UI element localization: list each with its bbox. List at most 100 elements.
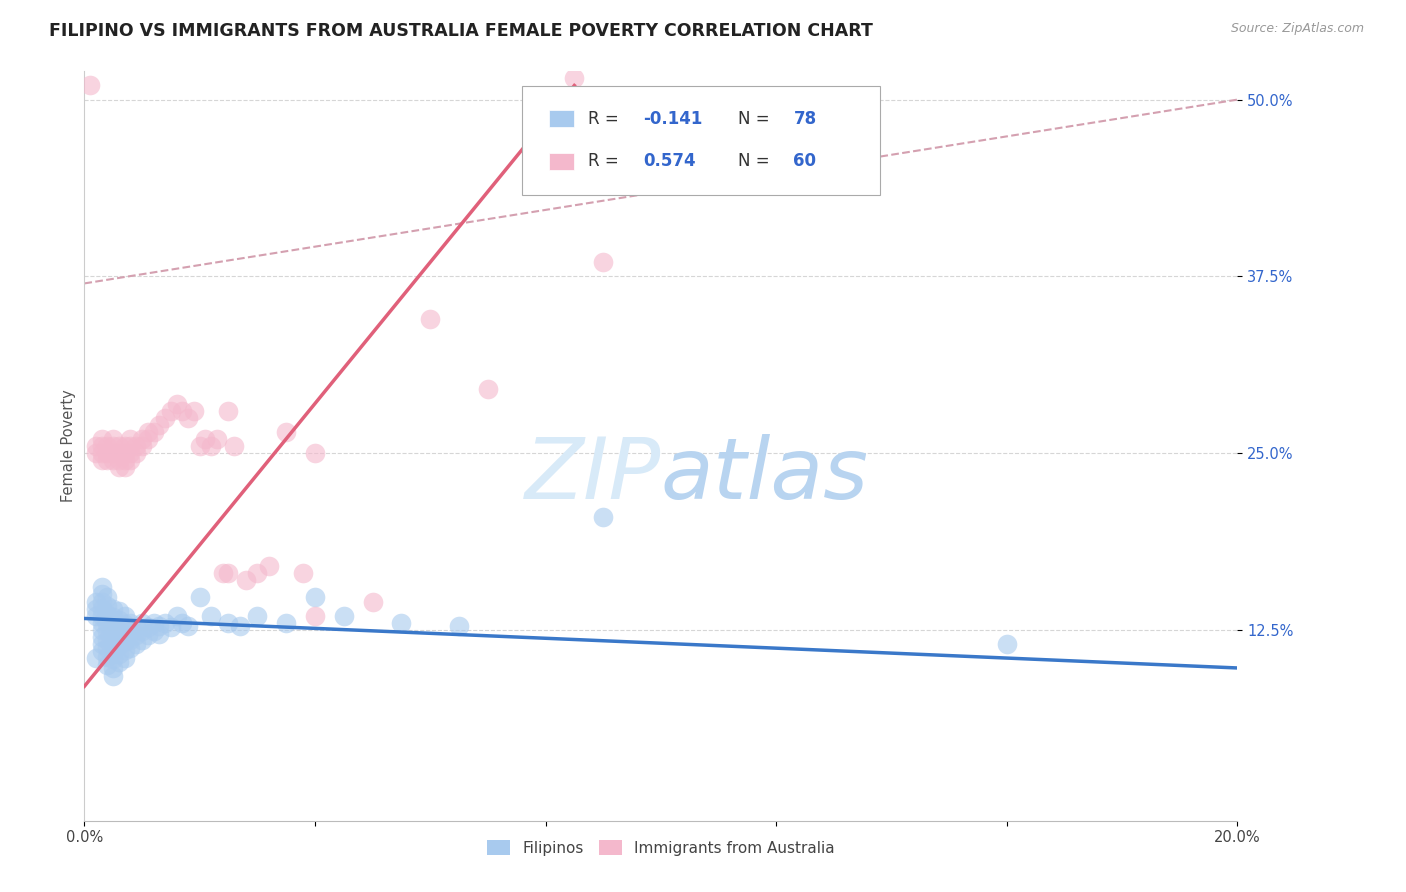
Point — [131, 432, 153, 446]
Point — [200, 439, 222, 453]
Point — [304, 591, 326, 605]
Point — [125, 637, 148, 651]
Point — [125, 439, 148, 453]
Point — [183, 403, 205, 417]
Point — [114, 460, 136, 475]
Point — [148, 618, 170, 632]
Point — [96, 641, 118, 656]
Point — [90, 608, 112, 623]
Point — [153, 615, 176, 630]
Point — [90, 453, 112, 467]
Point — [131, 615, 153, 630]
Point — [218, 403, 240, 417]
Point — [391, 615, 413, 630]
Point — [148, 627, 170, 641]
Point — [96, 649, 118, 664]
Point — [131, 439, 153, 453]
Point — [90, 580, 112, 594]
Point — [131, 632, 153, 647]
Point — [90, 446, 112, 460]
Point — [211, 566, 233, 581]
Text: atlas: atlas — [661, 434, 869, 517]
Point — [120, 624, 142, 639]
Text: 60: 60 — [793, 153, 817, 170]
Point — [292, 566, 315, 581]
FancyBboxPatch shape — [523, 87, 880, 195]
Point — [136, 628, 159, 642]
Point — [96, 591, 118, 605]
Point — [108, 630, 131, 644]
Point — [96, 658, 118, 673]
Point — [218, 566, 240, 581]
Point — [125, 628, 148, 642]
Text: 78: 78 — [793, 110, 817, 128]
Point — [114, 608, 136, 623]
Point — [114, 642, 136, 657]
Point — [84, 608, 107, 623]
Point — [90, 439, 112, 453]
Point — [96, 624, 118, 639]
Point — [592, 509, 614, 524]
Point — [103, 661, 124, 675]
Point — [449, 618, 471, 632]
Point — [592, 255, 614, 269]
Text: R =: R = — [588, 110, 624, 128]
Point — [114, 625, 136, 640]
Point — [166, 608, 188, 623]
Point — [90, 432, 112, 446]
Point — [136, 432, 159, 446]
Point — [90, 630, 112, 644]
Point — [84, 601, 107, 615]
Point — [235, 574, 257, 588]
Point — [188, 439, 211, 453]
Point — [246, 566, 269, 581]
Point — [103, 601, 124, 615]
Point — [108, 439, 131, 453]
Point — [96, 453, 118, 467]
Text: -0.141: -0.141 — [644, 110, 703, 128]
Point — [257, 559, 280, 574]
Point — [177, 618, 200, 632]
FancyBboxPatch shape — [548, 111, 575, 127]
Point — [142, 624, 165, 639]
Point — [136, 425, 159, 439]
Point — [120, 632, 142, 647]
Point — [103, 618, 124, 632]
Point — [419, 311, 441, 326]
Point — [96, 607, 118, 622]
Point — [84, 446, 107, 460]
Point — [194, 432, 217, 446]
Point — [108, 460, 131, 475]
Legend: Filipinos, Immigrants from Australia: Filipinos, Immigrants from Australia — [481, 833, 841, 862]
Point — [90, 637, 112, 651]
Point — [177, 410, 200, 425]
Point — [160, 620, 183, 634]
Point — [205, 432, 228, 446]
Point — [114, 634, 136, 648]
Point — [103, 644, 124, 658]
Point — [108, 638, 131, 652]
Point — [229, 618, 252, 632]
Point — [108, 655, 131, 669]
Point — [90, 594, 112, 608]
Point — [114, 617, 136, 632]
Point — [131, 624, 153, 639]
Point — [96, 439, 118, 453]
Point — [90, 587, 112, 601]
Point — [96, 632, 118, 647]
Point — [148, 417, 170, 432]
Point — [114, 439, 136, 453]
Point — [103, 446, 124, 460]
Point — [304, 608, 326, 623]
Point — [477, 383, 499, 397]
Point — [200, 608, 222, 623]
Point — [103, 669, 124, 683]
Point — [90, 601, 112, 615]
Point — [246, 608, 269, 623]
Point — [120, 432, 142, 446]
Point — [96, 599, 118, 613]
Point — [188, 591, 211, 605]
Point — [120, 453, 142, 467]
Point — [103, 610, 124, 624]
Point — [90, 644, 112, 658]
